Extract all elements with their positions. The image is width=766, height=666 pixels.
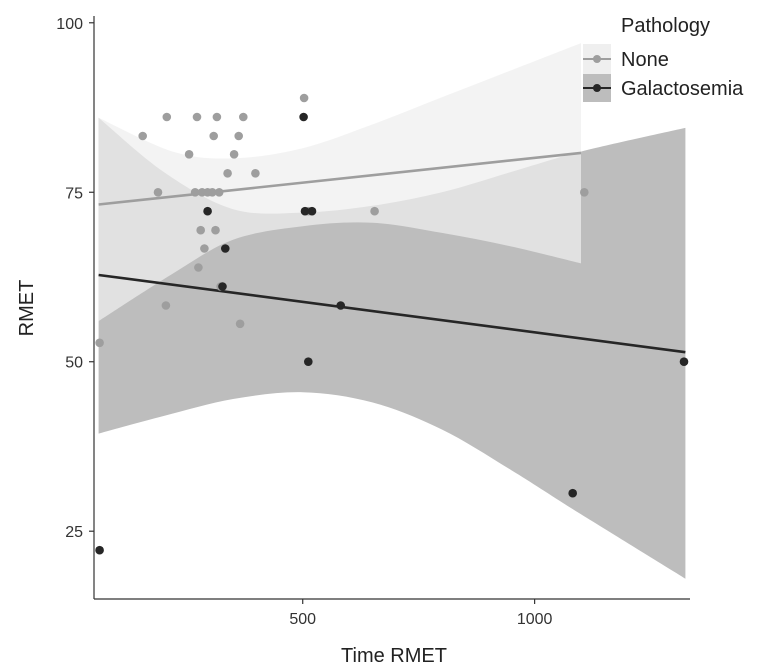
point-none bbox=[184, 150, 194, 159]
confidence-ribbon-none bbox=[98, 43, 581, 322]
point-none bbox=[196, 225, 205, 235]
point-none bbox=[212, 112, 222, 122]
point-galactosemia bbox=[568, 488, 577, 498]
point-none bbox=[95, 338, 104, 348]
point-none bbox=[239, 112, 248, 122]
point-galactosemia bbox=[299, 112, 308, 122]
point-galactosemia bbox=[336, 301, 346, 310]
point-none bbox=[234, 131, 243, 141]
point-galactosemia bbox=[221, 244, 230, 253]
point-none bbox=[235, 319, 245, 329]
legend-title: Pathology bbox=[621, 15, 710, 37]
legend-key-galactosemia-point bbox=[593, 84, 601, 92]
axis-ticks: 500 1000 25 50 75 100 bbox=[56, 16, 552, 628]
point-none bbox=[211, 225, 220, 235]
point-none bbox=[192, 112, 202, 122]
point-none bbox=[194, 263, 203, 272]
fit-line-none bbox=[98, 151, 582, 206]
point-none bbox=[161, 301, 171, 310]
legend-label-none: None bbox=[621, 49, 669, 71]
y-tick-label: 75 bbox=[65, 185, 83, 202]
point-none bbox=[190, 188, 200, 197]
point-none bbox=[162, 112, 172, 122]
axes bbox=[93, 16, 690, 600]
point-galactosemia bbox=[307, 206, 317, 216]
point-none bbox=[200, 244, 209, 253]
point-none bbox=[138, 131, 147, 141]
point-galactosemia bbox=[300, 206, 310, 216]
legend: Pathology None Galactosemia bbox=[583, 15, 744, 102]
y-tick-label: 25 bbox=[65, 524, 83, 541]
point-none bbox=[370, 206, 379, 216]
x-tick-label: 500 bbox=[289, 611, 316, 628]
point-none bbox=[251, 169, 260, 178]
x-tick-label: 1000 bbox=[517, 611, 553, 628]
fit-lines bbox=[98, 151, 686, 354]
confidence-ribbons bbox=[98, 43, 686, 579]
y-axis-title: RMET bbox=[16, 280, 38, 337]
data-points bbox=[95, 93, 689, 555]
point-galactosemia bbox=[679, 357, 689, 367]
point-none bbox=[223, 169, 232, 178]
point-galactosemia bbox=[218, 282, 227, 291]
legend-label-galactosemia: Galactosemia bbox=[621, 78, 744, 100]
point-galactosemia bbox=[304, 357, 313, 367]
point-none bbox=[209, 131, 218, 141]
point-none bbox=[580, 188, 589, 197]
x-axis-title: Time RMET bbox=[341, 645, 447, 666]
point-galactosemia bbox=[203, 206, 212, 216]
point-none bbox=[208, 188, 217, 197]
fit-line-galactosemia bbox=[98, 273, 686, 354]
point-none bbox=[214, 188, 224, 197]
point-none bbox=[229, 150, 239, 159]
point-galactosemia bbox=[95, 545, 104, 555]
y-tick-label: 100 bbox=[56, 16, 83, 33]
legend-key-none-point bbox=[593, 55, 601, 63]
point-none bbox=[299, 93, 309, 103]
point-none bbox=[153, 188, 163, 197]
y-tick-label: 50 bbox=[65, 355, 83, 372]
